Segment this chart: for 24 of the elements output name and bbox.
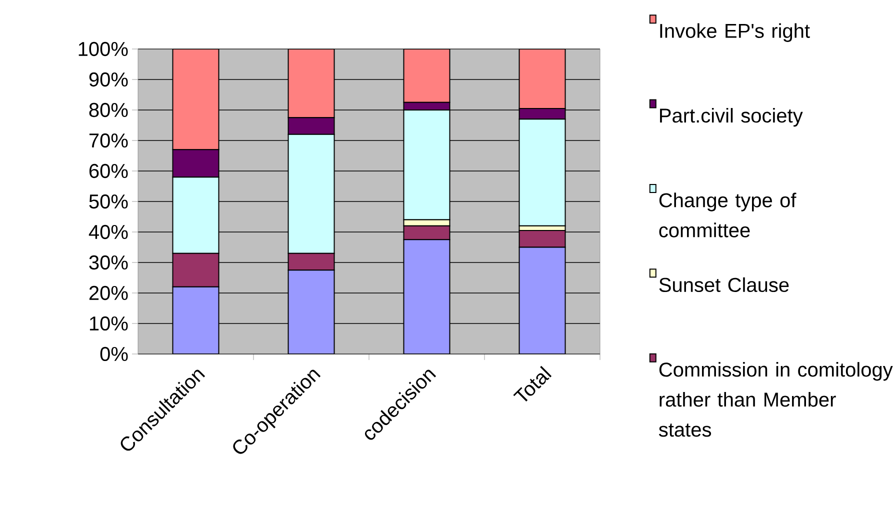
y-tick-label: 80% [89, 102, 128, 118]
legend-label: Invoke EP's right [660, 23, 810, 42]
bar [288, 270, 335, 354]
y-tick-label: 30% [89, 255, 128, 270]
y-tick-label: 40% [88, 224, 128, 240]
bar [403, 239, 450, 354]
y-tick-label: 50% [89, 194, 128, 209]
bar [518, 48, 566, 109]
y-tick-label: 20% [89, 286, 128, 300]
legend-label: Sunset Clause [659, 277, 789, 292]
y-tick-label: 0% [100, 346, 128, 362]
y-tick-label: 60% [89, 164, 128, 178]
legend-label: Part.civil society [660, 108, 803, 127]
y-tick-label: 10% [90, 316, 128, 331]
bar [403, 48, 450, 103]
y-tick-label: 100% [78, 42, 128, 56]
bar [518, 246, 566, 354]
bar [288, 48, 335, 118]
y-tick-label: 90% [89, 72, 128, 87]
legend-label: Commission in comitology rather than Member states [658, 362, 893, 437]
bar [172, 48, 220, 150]
legend-label: Change type of committee [659, 192, 796, 238]
bar [172, 286, 220, 354]
y-tick-label: 70% [89, 133, 128, 148]
